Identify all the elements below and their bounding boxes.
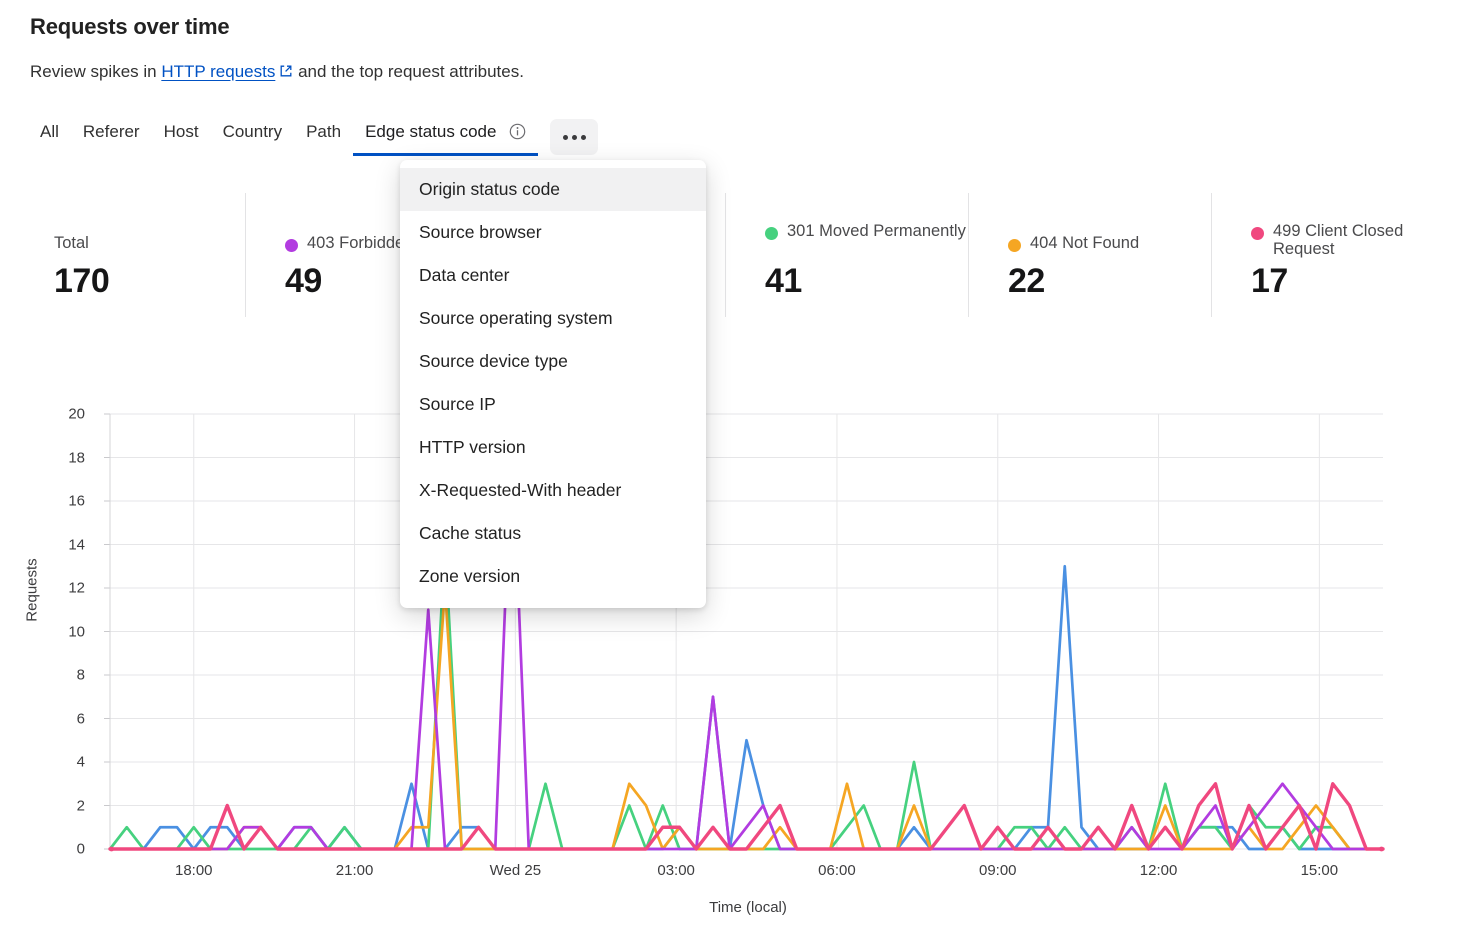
y-tick-label: 0 (76, 840, 85, 858)
chart-x-axis-label: Time (local) (709, 899, 787, 916)
y-tick-label: 10 (68, 623, 85, 640)
stat-label-499: 499 Client Closed Request (1251, 222, 1458, 258)
x-tick-label: 15:00 (1300, 862, 1339, 879)
attribute-tabs: All Referer Host Country Path Edge statu… (28, 118, 599, 156)
stat-label-301: 301 Moved Permanently (765, 222, 966, 241)
tab-edge-status-code[interactable]: Edge status code (353, 118, 539, 156)
stat-divider-4 (968, 193, 969, 317)
series-line-301-moved-permanently (108, 543, 1385, 851)
info-circle-icon[interactable] (509, 123, 526, 140)
series-line-200-ok (108, 564, 1385, 851)
stat-499-text: 499 Client Closed Request (1273, 222, 1404, 258)
y-tick-label: 2 (76, 797, 85, 814)
stat-label-403: 403 Forbidden (285, 234, 414, 253)
stat-card-499: 499 Client Closed Request 17 (1211, 185, 1458, 325)
dropdown-item-source-device-type[interactable]: Source device type (419, 351, 568, 371)
ellipsis-dot-3 (580, 134, 586, 140)
page-subtitle: Review spikes in HTTP requests and the t… (30, 62, 524, 83)
series-line-499-client-closed-request (108, 782, 1385, 851)
y-tick-label: 4 (76, 753, 85, 771)
more-attributes-button[interactable] (550, 119, 599, 155)
y-tick-label: 12 (68, 579, 85, 597)
x-tick-label: 12:00 (1139, 862, 1178, 879)
x-tick-label: 21:00 (335, 862, 374, 879)
series-line-403-forbidden (108, 434, 1385, 851)
http-requests-link[interactable]: HTTP requests (161, 62, 276, 81)
subtitle-text-after: and the top request attributes. (293, 62, 524, 81)
stat-divider-3 (725, 193, 726, 317)
stat-divider-5 (1211, 193, 1212, 317)
stat-value-301: 41 (765, 262, 802, 300)
stat-value-total: 170 (54, 262, 110, 300)
x-tick-label: Wed 25 (489, 862, 542, 879)
subtitle-text-before: Review spikes in (30, 62, 162, 81)
x-tick-label: 03:00 (657, 862, 695, 879)
stat-value-404: 22 (1008, 262, 1045, 300)
stat-card-404: 404 Not Found 22 (968, 185, 1211, 325)
tab-country[interactable]: Country (222, 122, 283, 141)
stat-value-499: 17 (1251, 262, 1288, 300)
legend-dot-404 (1008, 239, 1021, 252)
dropdown-item-cache-status[interactable]: Cache status (419, 523, 522, 543)
stat-label-404: 404 Not Found (1008, 234, 1140, 253)
y-tick-label: 20 (68, 405, 85, 423)
tab-host[interactable]: Host (163, 122, 199, 141)
dropdown-item-x-requested-with-header[interactable]: X-Requested-With header (419, 480, 622, 500)
y-tick-label: 18 (68, 449, 85, 466)
x-tick-label: 18:00 (174, 862, 213, 879)
stat-404-text: 404 Not Found (1030, 234, 1140, 252)
legend-dot-403 (285, 239, 298, 252)
legend-dot-499 (1251, 227, 1264, 240)
tab-all[interactable]: All (40, 122, 59, 141)
ellipsis-dot-1 (562, 134, 568, 140)
dropdown-item-http-version[interactable]: HTTP version (419, 437, 526, 457)
stat-card-total: Total 170 (30, 185, 245, 325)
dropdown-item-source-ip[interactable]: Source IP (419, 394, 496, 414)
page-title: Requests over time (30, 14, 230, 39)
stat-total-text: Total (54, 234, 89, 252)
stat-divider-1 (245, 193, 246, 317)
stat-card-row: Total 170 403 Forbidden 49 301 Moved Per… (0, 185, 1458, 325)
tab-edge-status-code-label: Edge status code (365, 122, 497, 141)
legend-dot-301 (765, 227, 778, 240)
series-endpoint-left (109, 846, 114, 852)
tab-referer[interactable]: Referer (82, 122, 140, 141)
y-tick-label: 6 (76, 710, 85, 727)
ellipsis-dot-2 (571, 134, 577, 140)
y-tick-label: 14 (68, 536, 85, 553)
dropdown-item-source-operating-system[interactable]: Source operating system (419, 308, 613, 328)
stat-card-301: 301 Moved Permanently 41 (725, 185, 968, 325)
y-tick-label: 16 (68, 492, 85, 510)
x-tick-label: 09:00 (978, 862, 1017, 879)
stat-label-total: Total (54, 234, 89, 253)
stat-301-text: 301 Moved Permanently (787, 222, 966, 240)
dropdown-item-zone-version[interactable]: Zone version (419, 566, 521, 586)
stat-403-text: 403 Forbidden (307, 234, 414, 252)
series-endpoint-right (1379, 846, 1384, 852)
dropdown-item-source-browser[interactable]: Source browser (419, 222, 542, 242)
stat-card-403: 403 Forbidden 49 (245, 185, 485, 325)
attribute-dropdown-menu[interactable]: Origin status code Source browser Data c… (400, 160, 706, 608)
external-link-icon (279, 63, 293, 83)
dropdown-item-data-center[interactable]: Data center (419, 265, 510, 285)
stat-value-403: 49 (285, 262, 322, 300)
dropdown-item-origin-status-code[interactable]: Origin status code (400, 168, 706, 211)
y-tick-label: 8 (76, 666, 85, 684)
x-tick-label: 06:00 (818, 862, 856, 879)
tab-path[interactable]: Path (306, 122, 342, 141)
